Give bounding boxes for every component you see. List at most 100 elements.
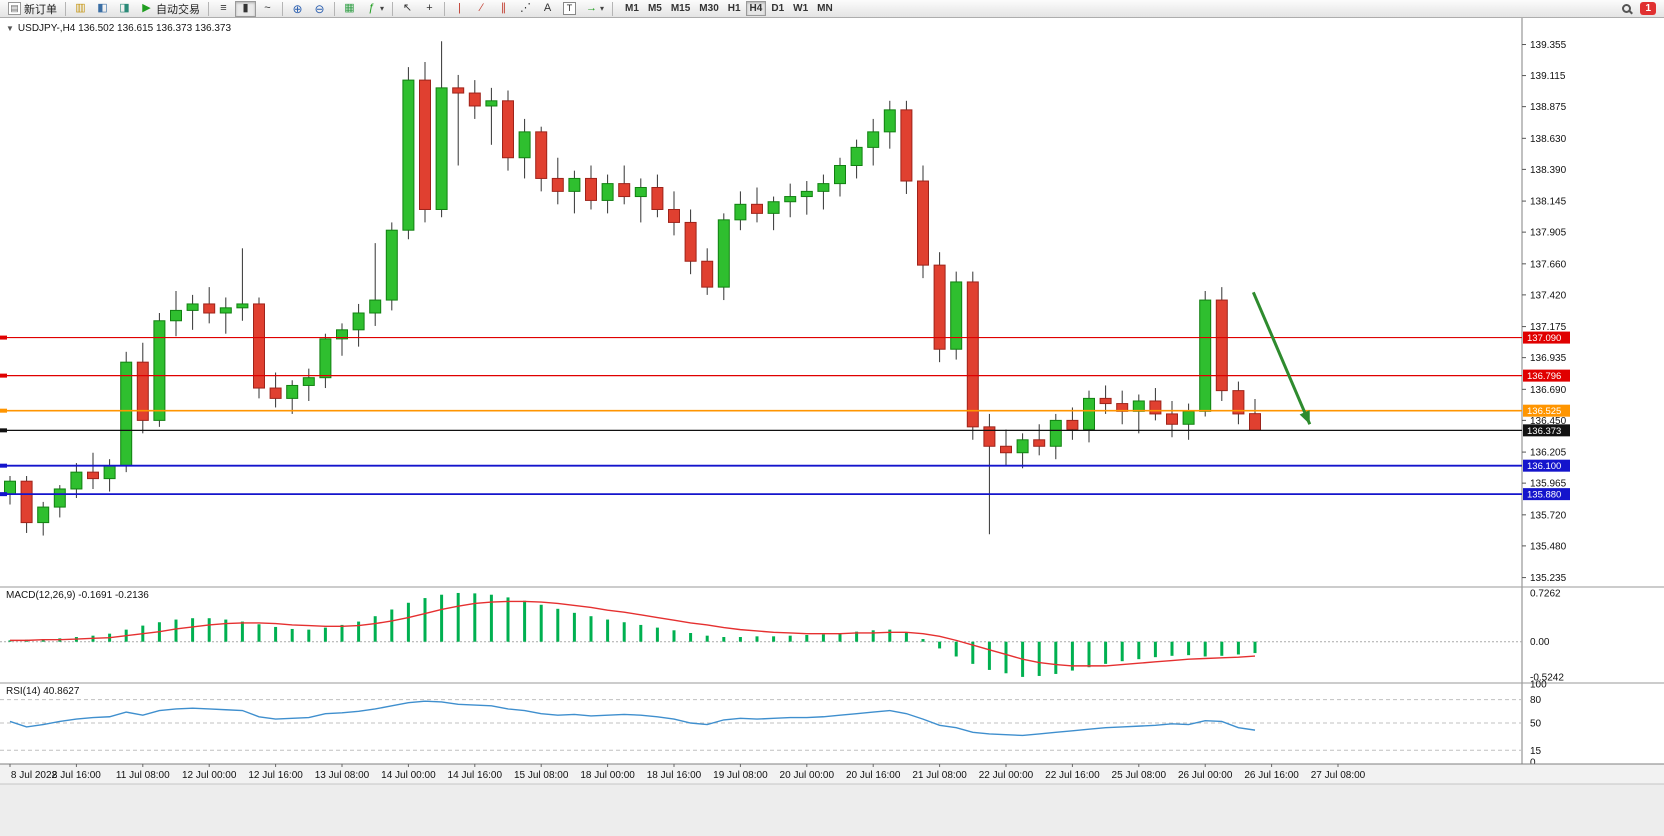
price-tag bbox=[1523, 488, 1570, 501]
vertical-line-icon: | bbox=[458, 2, 461, 14]
candle-body bbox=[37, 506, 50, 524]
candle-body bbox=[468, 92, 481, 107]
candle-body bbox=[153, 320, 166, 421]
tile-windows-button[interactable]: ▦ bbox=[339, 1, 360, 17]
timeframe-button-d1[interactable]: D1 bbox=[771, 3, 785, 14]
channel-tool-button[interactable]: ∥ bbox=[493, 1, 514, 17]
label-tool-button[interactable]: T bbox=[559, 1, 580, 17]
vertical-line-tool-button[interactable]: | bbox=[449, 1, 470, 17]
crosshair-button[interactable]: + bbox=[419, 1, 440, 17]
toolbar-separator bbox=[392, 1, 394, 16]
time-axis-label: 18 Jul 00:00 bbox=[580, 770, 635, 781]
candle-body bbox=[87, 471, 99, 480]
notification-badge[interactable]: 1 bbox=[1640, 2, 1656, 15]
line-chart-icon: ~ bbox=[264, 2, 271, 14]
macd-axis-label: 0.7262 bbox=[1530, 588, 1561, 599]
time-axis-label: 20 Jul 16:00 bbox=[846, 770, 901, 781]
timeframe-button-m1[interactable]: M1 bbox=[625, 3, 639, 14]
candle-body bbox=[120, 361, 133, 467]
price-axis-label: 137.175 bbox=[1530, 322, 1567, 333]
candle-body bbox=[734, 203, 747, 221]
timeframe-toolbar: M1 M5 M15 M30 H1 H4 D1 W1 MN bbox=[621, 1, 837, 16]
candle-body bbox=[684, 221, 697, 262]
candle-body bbox=[1249, 413, 1261, 431]
candle-body bbox=[1083, 397, 1095, 430]
zoom-out-button[interactable]: ⊖ bbox=[309, 1, 330, 17]
auto-trading-button[interactable]: ▶ 自动交易 bbox=[136, 1, 204, 17]
timeframe-button-m30[interactable]: M30 bbox=[699, 3, 719, 14]
candle-body bbox=[585, 177, 597, 201]
candle-body bbox=[435, 87, 448, 210]
price-tag bbox=[1523, 404, 1570, 417]
line-left-marker bbox=[0, 335, 7, 340]
time-axis-label: 20 Jul 00:00 bbox=[780, 770, 835, 781]
price-axis-label: 139.355 bbox=[1530, 40, 1567, 51]
candle-body bbox=[551, 177, 564, 192]
fibonacci-tool-button[interactable]: ⋰ bbox=[515, 1, 536, 17]
profiles-button[interactable]: ◧ bbox=[92, 1, 113, 17]
bar-chart-button[interactable]: ≡ bbox=[213, 1, 234, 17]
candle-body bbox=[784, 196, 797, 203]
candle-body bbox=[1166, 413, 1178, 425]
price-axis-label: 136.690 bbox=[1530, 385, 1567, 396]
candle-body bbox=[1232, 390, 1245, 415]
candle-body bbox=[834, 164, 846, 185]
indicators-button[interactable]: ƒ ▾ bbox=[361, 1, 388, 17]
price-tag-label: 136.373 bbox=[1527, 426, 1561, 437]
trend-arrow-annotation[interactable] bbox=[1251, 291, 1312, 425]
text-tool-button[interactable]: A bbox=[537, 1, 558, 17]
price-tag-label: 135.880 bbox=[1527, 490, 1561, 501]
candle-body bbox=[1049, 419, 1062, 447]
cursor-button[interactable]: ↖ bbox=[397, 1, 418, 17]
timeframe-button-w1[interactable]: W1 bbox=[793, 3, 809, 14]
market-watch-button[interactable]: ◨ bbox=[114, 1, 135, 17]
ohlc-collapse-icon[interactable]: ▼ bbox=[6, 24, 14, 33]
candle-body bbox=[1016, 439, 1029, 454]
zoom-in-button[interactable]: ⊕ bbox=[287, 1, 308, 17]
toolbar-separator bbox=[65, 1, 66, 16]
main-toolbar: ▤ 新订单 ▥ ◧ ◨ ▶ 自动交易 ≡ ▮ ~ ⊕ bbox=[0, 0, 1664, 18]
timeframe-button-h1[interactable]: H1 bbox=[727, 3, 741, 14]
zoom-out-icon: ⊖ bbox=[314, 1, 325, 16]
time-axis-label: 26 Jul 16:00 bbox=[1244, 770, 1299, 781]
toolbar-separator bbox=[612, 1, 614, 16]
candlestick-chart-button[interactable]: ▮ bbox=[235, 0, 256, 17]
market-watch-icon: ◨ bbox=[119, 2, 130, 14]
charts-button[interactable]: ▥ bbox=[70, 1, 91, 17]
candle-body bbox=[800, 190, 813, 198]
price-chart[interactable]: 139.355 139.115 138.875 138.630 138.390 138.1… bbox=[0, 18, 1664, 836]
new-order-button[interactable]: ▤ 新订单 bbox=[4, 1, 61, 17]
candle-body bbox=[850, 146, 863, 166]
time-axis[interactable] bbox=[0, 764, 1664, 784]
timeframe-button-m15[interactable]: M15 bbox=[670, 3, 691, 14]
candle-body bbox=[20, 480, 33, 524]
candle-body bbox=[634, 186, 647, 198]
candle-body bbox=[70, 471, 83, 490]
candle-body bbox=[203, 303, 216, 314]
rsi-axis-label: 100 bbox=[1530, 680, 1547, 691]
timeframe-button-mn[interactable]: MN bbox=[817, 3, 833, 14]
cursor-icon: ↖ bbox=[402, 2, 413, 14]
line-left-marker bbox=[0, 373, 7, 378]
candlestick-chart-icon: ▮ bbox=[242, 2, 249, 14]
profiles-icon: ◧ bbox=[97, 2, 108, 14]
timeframe-button-h4[interactable]: H4 bbox=[745, 1, 767, 16]
candle-body bbox=[219, 307, 232, 314]
trendline-tool-button[interactable]: ∕ bbox=[471, 1, 492, 17]
candle-body bbox=[751, 203, 763, 214]
price-tag bbox=[1523, 459, 1570, 472]
candle-body bbox=[568, 177, 581, 192]
price-axis-label: 136.450 bbox=[1530, 416, 1567, 427]
candle-body bbox=[103, 465, 116, 480]
price-tag bbox=[1523, 369, 1570, 382]
timeframe-button-m5[interactable]: M5 bbox=[647, 3, 662, 14]
arrows-tool-button[interactable]: → ▾ bbox=[581, 1, 608, 17]
rsi-axis-label: 15 bbox=[1530, 746, 1542, 757]
line-chart-button[interactable]: ~ bbox=[257, 1, 278, 17]
rsi-axis-label: 0 bbox=[1530, 758, 1536, 769]
time-axis-label: 27 Jul 08:00 bbox=[1311, 770, 1366, 781]
indicators-icon: ƒ bbox=[368, 2, 375, 14]
candle-body bbox=[601, 183, 614, 201]
search-button[interactable] bbox=[1618, 1, 1635, 17]
